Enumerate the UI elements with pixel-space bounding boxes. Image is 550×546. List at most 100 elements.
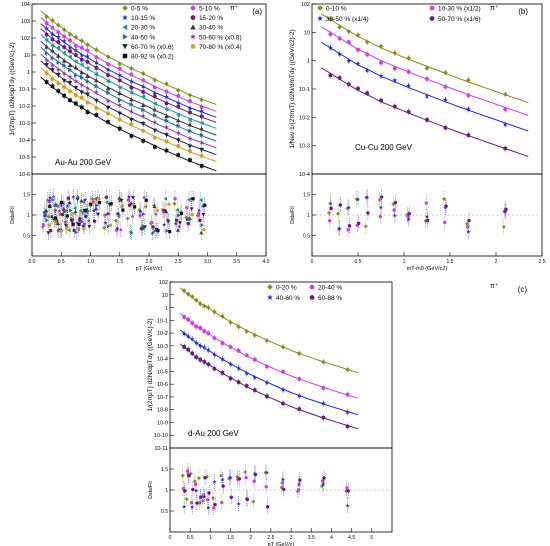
data-point: [50, 55, 55, 61]
x-tick-label: 0.0: [29, 259, 36, 265]
ratio-point: [63, 219, 68, 224]
ratio-point: [188, 217, 193, 222]
y-tick-label: 1: [307, 59, 310, 65]
data-point: [327, 45, 333, 50]
data-point: [85, 79, 90, 84]
data-point: [197, 343, 203, 348]
legend-label: 80-92 % (x0.2): [131, 54, 174, 61]
ratio-point: [442, 196, 446, 201]
data-point: [236, 380, 241, 385]
data-point: [187, 136, 193, 141]
data-point: [62, 34, 67, 39]
data-point: [252, 388, 257, 393]
data-point: [378, 43, 384, 49]
ratio-point: [130, 231, 134, 236]
ratio-point: [465, 221, 469, 226]
data-point: [443, 125, 448, 130]
panel-a: 10410310210110-110-210-310-410-510-60.51…: [9, 2, 270, 272]
ratio-point: [167, 202, 171, 206]
y-axis-title: 1/(2πpT) d2N/dpTdy ((GeV/c)-2): [9, 42, 16, 135]
data-point: [199, 120, 204, 126]
ratio-point: [67, 200, 72, 205]
ratio-point: [116, 214, 121, 219]
data-point: [194, 355, 199, 360]
ratio-y-tick-label: 1: [307, 213, 310, 219]
y-tick-label: 10-7: [157, 395, 168, 401]
ratio-point: [203, 476, 207, 480]
ratio-point: [336, 211, 341, 216]
data-point: [73, 43, 78, 48]
ratio-point: [66, 196, 70, 200]
data-point: [175, 118, 181, 123]
ratio-point: [363, 224, 368, 229]
data-point: [466, 77, 471, 83]
data-point: [197, 301, 203, 307]
data-point: [44, 14, 49, 20]
x-tick-label: 2.5: [267, 535, 274, 541]
data-point: [129, 108, 134, 114]
ratio-point: [177, 224, 182, 229]
data-point: [297, 376, 302, 381]
ratio-point: [90, 197, 95, 202]
ratio-point: [365, 195, 370, 200]
data-point: [117, 85, 122, 90]
data-point: [296, 351, 302, 356]
data-point: [73, 78, 79, 84]
data-point: [187, 92, 193, 98]
x-tick-label: 2.5: [539, 259, 546, 265]
ratio-point: [183, 489, 187, 493]
ratio-point: [380, 195, 384, 199]
data-point: [141, 138, 145, 143]
x-tick-label: 5: [370, 535, 373, 541]
data-point: [106, 73, 111, 78]
x-tick-label: 1.5: [447, 259, 454, 265]
data-point: [181, 331, 187, 336]
ratio-point: [138, 213, 142, 218]
legend-marker: [122, 34, 128, 40]
ratio-point: [179, 211, 183, 215]
ratio-point: [168, 230, 172, 234]
data-point: [187, 148, 192, 153]
data-point: [117, 72, 123, 78]
data-point: [62, 45, 67, 50]
ratio-point: [59, 229, 63, 233]
data-point: [50, 68, 55, 73]
data-point: [355, 32, 361, 38]
data-point: [50, 18, 55, 23]
data-point: [201, 344, 207, 350]
data-point: [94, 65, 99, 70]
data-point: [406, 55, 411, 61]
ratio-point: [44, 208, 49, 213]
ratio-point: [51, 197, 55, 202]
data-point: [105, 54, 111, 59]
data-point: [466, 133, 471, 138]
ratio-point: [46, 231, 51, 235]
ratio-point: [118, 227, 123, 232]
legend-label: 60-88 %: [318, 295, 342, 302]
data-point: [189, 336, 195, 342]
data-point: [205, 347, 211, 353]
data-point: [392, 50, 398, 56]
data-point: [189, 294, 195, 299]
y-axis-title: 1/Nev 1/(2πmT) d2N/dmTdy ((GeV/c2)-2): [289, 29, 296, 148]
y-tick-label: 10: [162, 293, 168, 299]
ratio-point: [174, 218, 179, 223]
data-point: [264, 394, 269, 399]
data-point: [79, 38, 85, 44]
data-point: [164, 139, 169, 144]
data-point: [67, 54, 72, 60]
y-tick-label: 10-9: [157, 420, 168, 426]
particle-label: π⁺: [490, 283, 499, 290]
y-tick-label: 10-3: [299, 144, 310, 150]
ratio-point: [68, 208, 73, 213]
ratio-point: [378, 214, 382, 219]
data-point: [346, 29, 352, 34]
ratio-point: [97, 201, 102, 205]
ratio-point: [70, 211, 75, 216]
panel-label: (b): [518, 7, 528, 16]
ratio-point: [164, 209, 169, 214]
data-point: [61, 50, 67, 56]
data-point: [355, 61, 361, 66]
data-point: [152, 107, 158, 112]
data-point: [44, 44, 49, 49]
